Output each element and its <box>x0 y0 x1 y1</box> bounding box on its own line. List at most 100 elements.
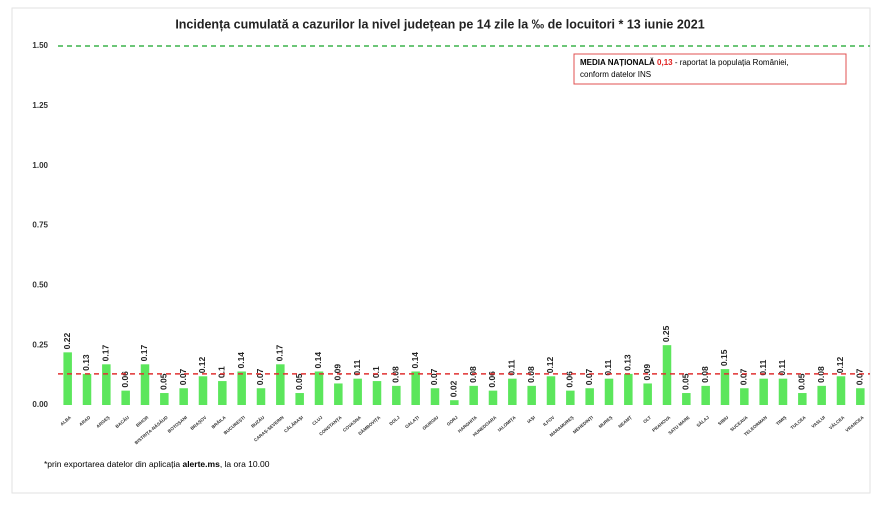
bar <box>624 373 633 405</box>
value-label: 0.11 <box>603 359 613 375</box>
annotation: MEDIA NAȚIONALĂ 0,13 - raportat la popul… <box>580 58 789 67</box>
value-label: 0.06 <box>565 371 575 388</box>
value-label: 0.12 <box>197 356 207 373</box>
value-label: 0.12 <box>545 356 555 373</box>
x-tick-label: SIBIU <box>717 415 729 427</box>
value-label: 0.1 <box>371 366 381 378</box>
bar <box>392 385 401 405</box>
x-tick-label: IAȘI <box>526 415 537 425</box>
value-label: 0.13 <box>81 354 91 371</box>
footnote-text: *prin exportarea datelor din aplicația <box>44 459 180 469</box>
bar <box>314 371 324 405</box>
bar <box>276 364 285 405</box>
value-label: 0.07 <box>255 368 265 385</box>
bar <box>295 393 304 405</box>
value-label: 0.09 <box>642 364 652 381</box>
bar <box>237 371 246 405</box>
bar <box>411 371 420 405</box>
x-tick-label: CLUJ <box>311 415 324 427</box>
annotation-text: - raportat la populația României, <box>675 58 789 67</box>
annotation-box <box>573 53 847 85</box>
bar <box>856 388 865 405</box>
value-label: 0.17 <box>139 344 149 361</box>
annotation-value: 0,13 <box>657 58 673 67</box>
value-label: 0.06 <box>487 371 497 388</box>
bar <box>759 378 768 405</box>
value-label: 0.07 <box>178 368 188 385</box>
footnote: *prin exportarea datelor din aplicația a… <box>44 459 270 469</box>
bar <box>566 390 575 405</box>
value-label: 0.11 <box>777 359 787 375</box>
value-label: 0.11 <box>758 359 768 375</box>
value-label: 0.11 <box>352 359 362 375</box>
value-label: 0.14 <box>313 352 323 369</box>
y-tick-label: 1.50 <box>32 41 48 50</box>
annotation-text: conform datelor INS <box>580 70 651 79</box>
y-tick-label: 0.25 <box>32 340 48 349</box>
bar <box>121 390 130 405</box>
value-label: 0.05 <box>797 373 807 390</box>
y-tick-label: 1.25 <box>32 101 48 110</box>
bar <box>740 388 749 405</box>
bar <box>430 388 440 405</box>
bar <box>63 352 72 405</box>
bar <box>817 385 826 405</box>
bar <box>218 381 227 405</box>
y-tick-label: 1.00 <box>32 161 48 170</box>
value-label: 0.15 <box>719 349 729 366</box>
x-tick-label: DOLJ <box>388 415 401 427</box>
value-label: 0.22 <box>62 333 72 350</box>
value-label: 0.08 <box>816 366 826 383</box>
bar <box>682 393 691 405</box>
y-tick-label: 0.50 <box>32 280 48 289</box>
bar <box>643 383 652 405</box>
bar <box>527 385 536 405</box>
bar <box>720 369 730 405</box>
bar <box>546 376 556 405</box>
value-label: 0.1 <box>217 366 227 378</box>
bar <box>372 381 382 405</box>
x-tick-label: OLT <box>642 415 652 425</box>
bar <box>334 383 343 405</box>
bar <box>160 393 169 405</box>
value-label: 0.05 <box>681 373 691 390</box>
footnote-text: , la ora 10.00 <box>220 459 270 469</box>
bar <box>198 376 208 405</box>
value-label: 0.02 <box>449 380 459 397</box>
bar <box>82 373 92 405</box>
y-tick-label: 0.75 <box>32 221 48 230</box>
value-label: 0.17 <box>275 344 285 361</box>
bar <box>179 388 188 405</box>
bar <box>353 378 362 405</box>
footnote-bold: alerte.ms <box>182 459 220 469</box>
bar <box>488 390 498 405</box>
value-label: 0.05 <box>159 373 169 390</box>
value-label: 0.07 <box>429 368 439 385</box>
y-tick-label: 0.00 <box>32 400 48 409</box>
value-label: 0.08 <box>700 366 710 383</box>
value-label: 0.07 <box>739 368 749 385</box>
bar <box>469 385 478 405</box>
value-label: 0.25 <box>661 325 671 342</box>
value-label: 0.06 <box>120 371 130 388</box>
bar <box>102 364 111 405</box>
bar <box>778 378 788 405</box>
value-label: 0.13 <box>623 354 633 371</box>
bar <box>604 378 614 405</box>
bar <box>450 400 459 405</box>
value-label: 0.17 <box>101 344 111 361</box>
value-label: 0.14 <box>410 352 420 369</box>
value-label: 0.12 <box>835 356 845 373</box>
annotation-title: MEDIA NAȚIONALĂ <box>580 58 655 67</box>
value-label: 0.09 <box>333 364 343 381</box>
bar <box>508 378 517 405</box>
value-label: 0.14 <box>236 352 246 369</box>
bar <box>798 393 807 405</box>
value-label: 0.07 <box>855 368 865 385</box>
value-label: 0.11 <box>507 359 517 375</box>
bar <box>836 376 846 405</box>
bar <box>585 388 594 405</box>
bar <box>256 388 266 405</box>
